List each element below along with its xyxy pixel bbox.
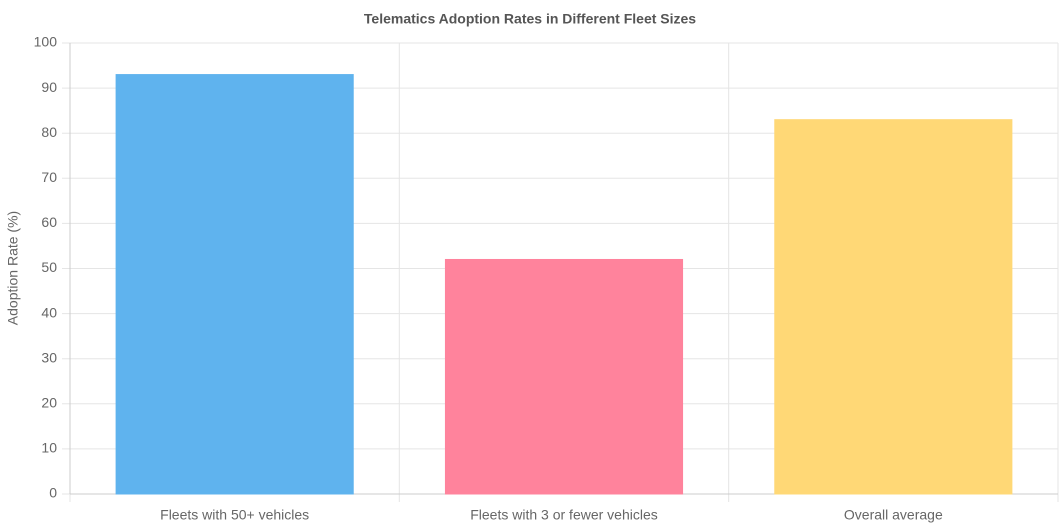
- y-axis-label: Adoption Rate (%): [5, 211, 21, 325]
- y-tick-label: 70: [41, 169, 57, 185]
- y-tick-label: 10: [41, 440, 57, 456]
- bar: [774, 119, 1013, 495]
- y-tick-label: 20: [41, 395, 57, 411]
- chart-title: Telematics Adoption Rates in Different F…: [364, 11, 696, 27]
- y-tick-label: 40: [41, 304, 57, 320]
- y-tick-label: 30: [41, 349, 57, 365]
- x-tick-label: Fleets with 3 or fewer vehicles: [470, 507, 658, 523]
- y-tick-label: 100: [34, 34, 58, 50]
- x-tick-label: Fleets with 50+ vehicles: [160, 507, 309, 523]
- y-tick-label: 90: [41, 79, 57, 95]
- bar: [115, 74, 354, 495]
- y-tick-label: 50: [41, 259, 57, 275]
- x-tick-label: Overall average: [844, 507, 943, 523]
- bar: [444, 258, 684, 495]
- y-tick-label: 80: [41, 124, 57, 140]
- y-tick-label: 0: [49, 485, 57, 501]
- y-tick-label: 60: [41, 214, 57, 230]
